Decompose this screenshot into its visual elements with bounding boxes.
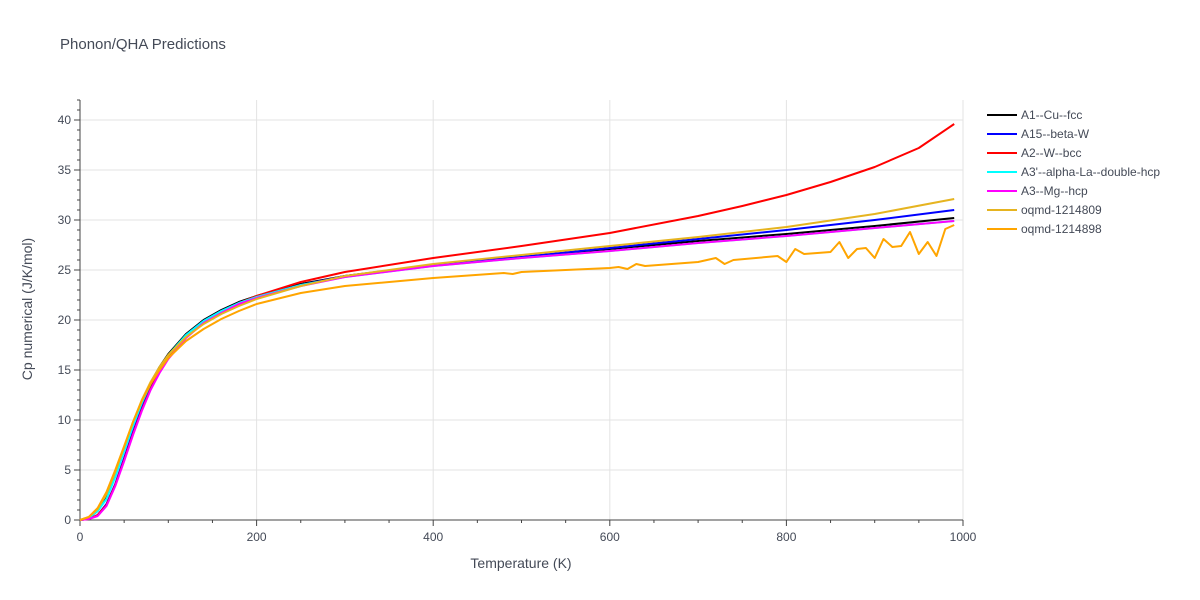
series-line-a15-beta-w xyxy=(79,209,955,521)
y-axis-title: Cp numerical (J/K/mol) xyxy=(19,238,35,380)
y-tick-label: 10 xyxy=(58,413,72,427)
chart-title: Phonon/QHA Predictions xyxy=(60,36,226,53)
x-tick-label: 1000 xyxy=(950,530,977,544)
legend-label-oqmd-1214809: oqmd-1214809 xyxy=(1021,203,1102,217)
y-tick-label: 35 xyxy=(58,163,72,177)
legend-label-a15-beta-w: A15--beta-W xyxy=(1021,127,1090,141)
legend: A1--Cu--fcc A15--beta-W A2--W--bcc A3'--alp… xyxy=(987,108,1160,236)
series-line-a2-w-bcc xyxy=(79,123,955,521)
legend-label-oqmd-1214898: oqmd-1214898 xyxy=(1021,222,1102,236)
y-tick-label: 30 xyxy=(58,213,72,227)
legend-label-a3-mg-hcp: A3--Mg--hcp xyxy=(1021,184,1088,198)
y-tick-label: 0 xyxy=(64,513,71,527)
x-tick-label: 800 xyxy=(776,530,796,544)
y-tick-label: 5 xyxy=(64,463,71,477)
x-tick-label: 600 xyxy=(600,530,620,544)
x-tick-label: 0 xyxy=(77,530,84,544)
legend-label-a3-alpha-la-double-hcp: A3'--alpha-La--double-hcp xyxy=(1021,165,1160,179)
axis-layer: 0 200 400 600 800 1000 0 5 10 15 20 25 30 35 40 xyxy=(58,99,977,544)
x-tick-label: 200 xyxy=(247,530,267,544)
legend-label-a1-cu-fcc: A1--Cu--fcc xyxy=(1021,108,1082,122)
y-tick-label: 20 xyxy=(58,313,72,327)
y-tick-label: 40 xyxy=(58,113,72,127)
y-tick-label: 25 xyxy=(58,263,72,277)
y-tick-label: 15 xyxy=(58,363,72,377)
x-tick-label: 400 xyxy=(423,530,443,544)
legend-label-a2-w-bcc: A2--W--bcc xyxy=(1021,146,1081,160)
series-layer xyxy=(79,123,955,521)
series-line-a1-cu-fcc xyxy=(79,217,955,521)
series-line-oqmd-1214898 xyxy=(79,224,955,521)
grid-layer xyxy=(80,100,964,520)
x-axis-title: Temperature (K) xyxy=(470,555,571,571)
